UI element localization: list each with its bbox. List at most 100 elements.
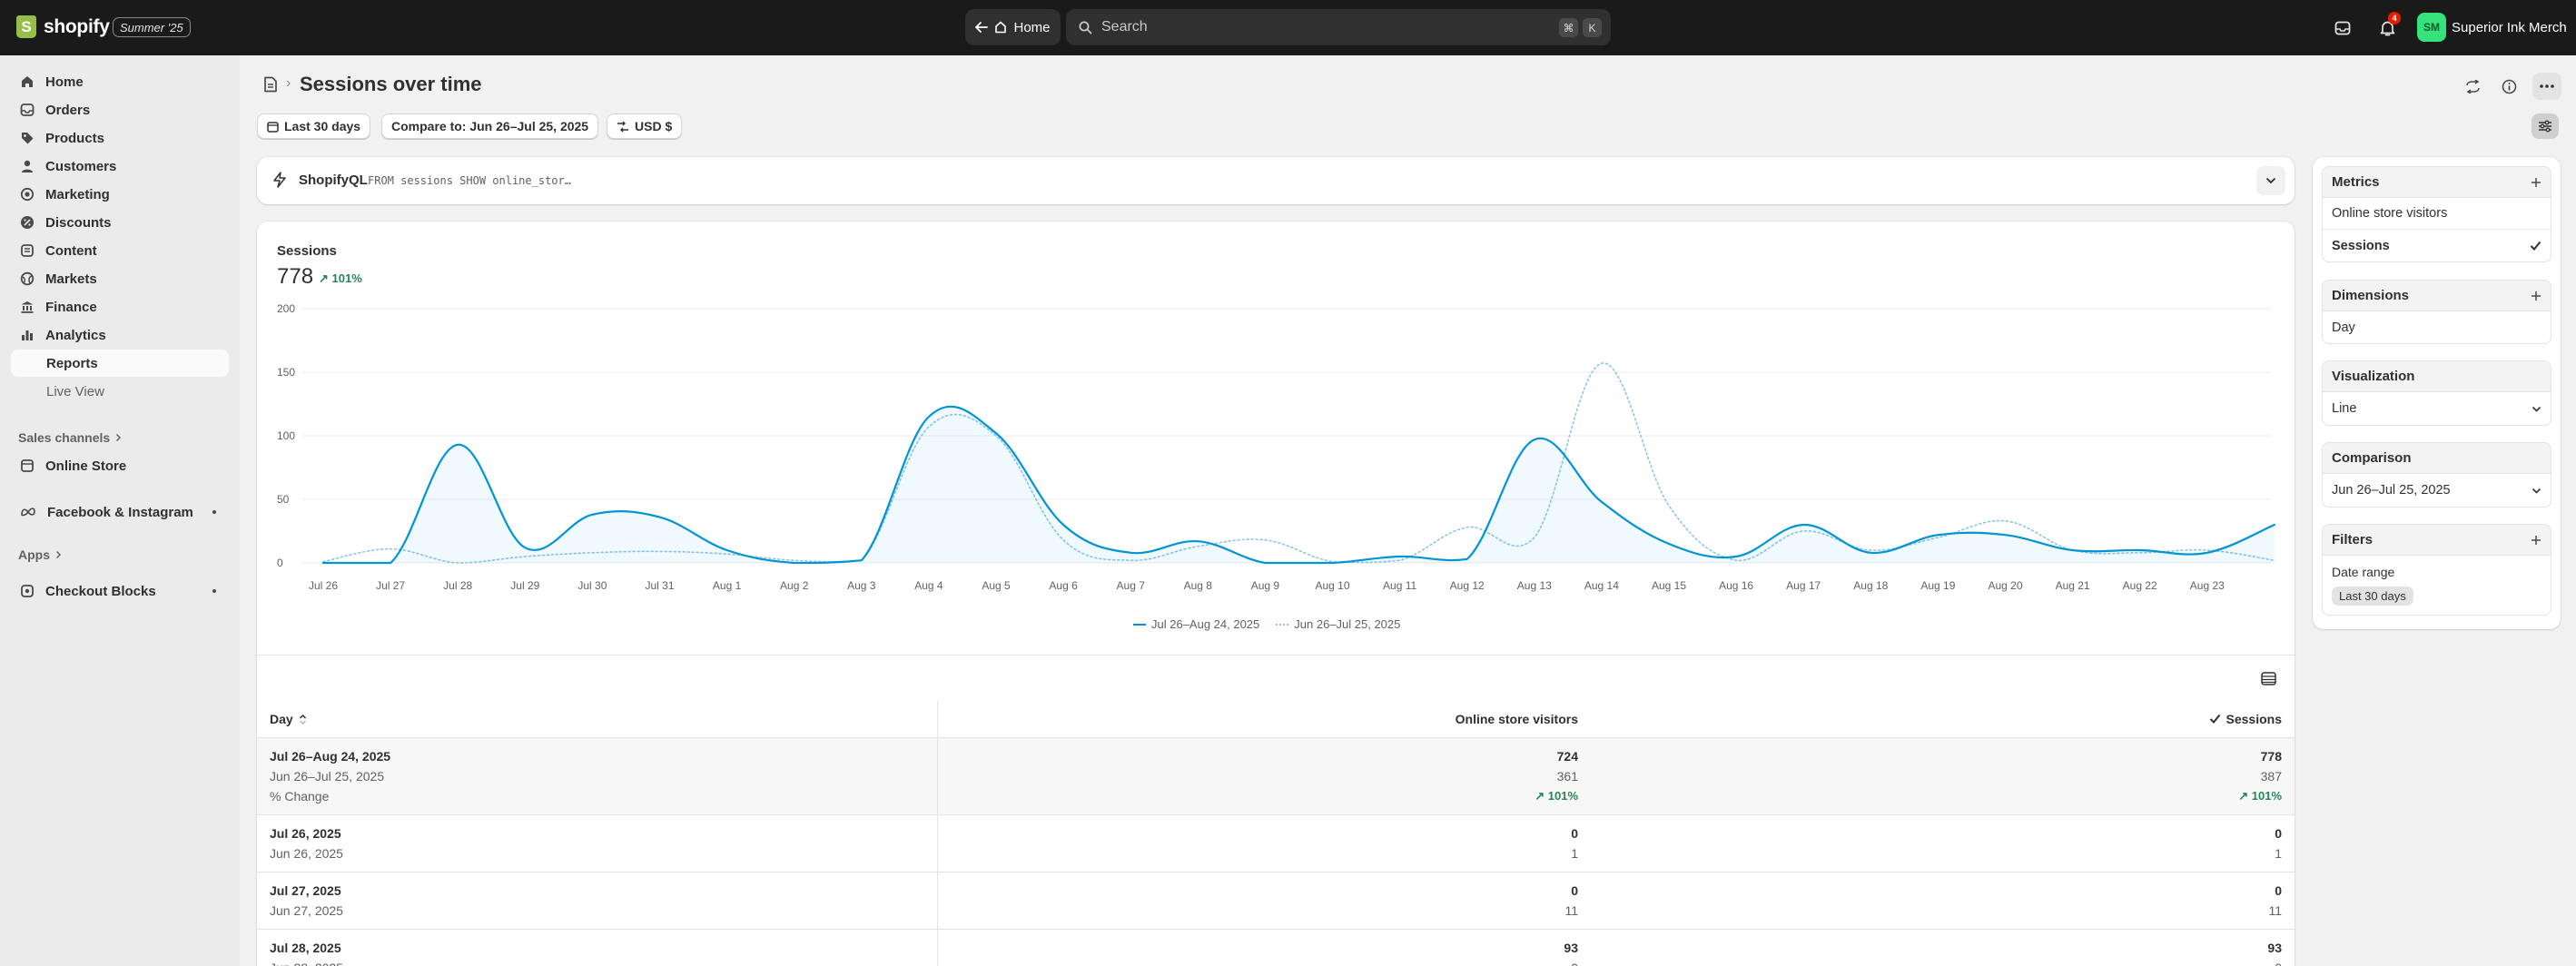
- sidebar-item-orders[interactable]: Orders: [11, 97, 229, 123]
- sidebar-item-facebook-instagram[interactable]: Facebook & Instagram: [11, 499, 229, 525]
- date-range-filter-chip[interactable]: Last 30 days: [2332, 586, 2413, 606]
- sales-channels-heading[interactable]: Sales channels: [18, 430, 122, 445]
- home-button[interactable]: Home: [965, 9, 1061, 45]
- prev-day-cell: Jun 27, 2025: [270, 902, 343, 918]
- expand-query-button[interactable]: [2256, 166, 2285, 195]
- x-tick-label: Aug 8: [1184, 579, 1213, 592]
- add-filter-icon[interactable]: [2531, 535, 2541, 546]
- column-header-day-label: Day: [270, 711, 293, 726]
- table-row[interactable]: Jul 27, 2025 Jun 27, 2025 0 11 0 11: [257, 872, 2295, 930]
- sidebar-item-home[interactable]: Home: [11, 69, 229, 94]
- x-tick-label: Aug 1: [713, 579, 742, 592]
- x-tick-label: Jul 28: [443, 579, 472, 592]
- visualization-select[interactable]: Line: [2323, 392, 2551, 425]
- data-point: [2205, 550, 2210, 556]
- store-name[interactable]: Superior Ink Merch: [2452, 20, 2567, 35]
- sidebar-item-label: Customers: [45, 158, 117, 174]
- sales-channels-label: Sales channels: [18, 430, 111, 445]
- prev-visitors-cell: 1: [1571, 845, 1578, 861]
- sidebar: Home Orders Products Customers Marketing…: [0, 55, 240, 966]
- chart-legend: Jul 26–Aug 24, 2025 Jun 26–Jul 25, 2025: [1133, 617, 1400, 631]
- sidebar-item-online-store[interactable]: Online Store: [11, 453, 229, 478]
- bank-icon: [21, 301, 34, 313]
- apps-heading[interactable]: Apps: [18, 547, 62, 562]
- dimension-item-label: Day: [2332, 320, 2355, 335]
- sidebar-item-live-view[interactable]: Live View: [46, 383, 104, 399]
- date-range-button[interactable]: Last 30 days: [257, 113, 371, 139]
- refresh-button[interactable]: [2458, 73, 2487, 100]
- data-point: [2137, 547, 2143, 553]
- sidebar-item-markets[interactable]: Markets: [11, 266, 229, 291]
- search-shortcut: ⌘ K: [1559, 18, 1602, 37]
- more-actions-button[interactable]: [2532, 73, 2561, 100]
- sidebar-item-finance[interactable]: Finance: [11, 294, 229, 320]
- shopify-logo[interactable]: S shopify: [16, 15, 110, 38]
- report-card: Sessions 778 ↗ 101% 0 50 100 150 200 Jul 26 Ju…: [257, 222, 2295, 966]
- sessions-line-chart[interactable]: 0 50 100 150 200 Jul 26 Jul 27 Jul 28 Jul 29 Jul …: [257, 222, 2295, 612]
- column-header-visitors[interactable]: Online store visitors: [937, 701, 1591, 738]
- add-dimension-icon[interactable]: [2531, 291, 2541, 301]
- column-header-day[interactable]: Day: [257, 701, 938, 738]
- compare-button[interactable]: Compare to: Jun 26–Jul 25, 2025: [381, 113, 599, 139]
- y-tick-label: 150: [277, 366, 295, 379]
- sidebar-item-label: Orders: [45, 102, 91, 118]
- currency-button[interactable]: USD $: [607, 113, 683, 139]
- data-point: [455, 442, 460, 448]
- legend-item-comparison[interactable]: Jun 26–Jul 25, 2025: [1276, 617, 1400, 631]
- sidebar-item-content[interactable]: Content: [11, 238, 229, 263]
- prev-day-cell: Jun 26, 2025: [270, 845, 343, 861]
- notifications-button[interactable]: 4: [2374, 12, 2401, 42]
- editor-settings-button[interactable]: [2532, 113, 2559, 139]
- filters-header: Filters: [2323, 525, 2551, 556]
- sidebar-item-label: Discounts: [45, 214, 112, 231]
- visitors-cell: 0: [1571, 825, 1578, 841]
- data-point: [1128, 550, 1133, 556]
- table-icon: [2260, 671, 2276, 685]
- shopifyql-editor[interactable]: ShopifyQL FROM sessions SHOW online_stor…: [257, 157, 2295, 204]
- day-cell: Jul 26, 2025: [270, 825, 341, 841]
- sidebar-item-checkout-blocks[interactable]: Checkout Blocks: [11, 578, 229, 604]
- sidebar-item-reports[interactable]: Reports: [11, 350, 229, 377]
- x-tick-label: Jul 30: [577, 579, 607, 592]
- x-tick-label: Aug 6: [1049, 579, 1078, 592]
- unpinned-dot: [212, 589, 216, 593]
- y-tick-label: 0: [277, 557, 283, 569]
- x-tick-label: Aug 16: [1719, 579, 1753, 592]
- legend-item-current[interactable]: Jul 26–Aug 24, 2025: [1133, 617, 1259, 631]
- store-avatar[interactable]: SM: [2417, 13, 2446, 42]
- y-tick-label: 200: [277, 302, 295, 315]
- search-input[interactable]: Search ⌘ K: [1066, 9, 1611, 45]
- table-row[interactable]: Jul 26, 2025 Jun 26, 2025 0 1 0 1: [257, 814, 2295, 872]
- edition-badge[interactable]: Summer '25: [113, 17, 191, 37]
- sidebar-item-analytics[interactable]: Analytics: [11, 322, 229, 348]
- metric-item-sessions[interactable]: Sessions: [2323, 230, 2551, 261]
- sidebar-item-marketing[interactable]: Marketing: [11, 182, 229, 207]
- add-metric-icon[interactable]: [2531, 177, 2541, 188]
- sidebar-item-customers[interactable]: Customers: [11, 153, 229, 179]
- inbox-button[interactable]: [2329, 15, 2356, 42]
- house-icon: [995, 21, 1007, 34]
- sidebar-item-label: Products: [45, 130, 105, 146]
- report-icon[interactable]: [263, 76, 278, 93]
- sidebar-item-products[interactable]: Products: [11, 125, 229, 151]
- comparison-select[interactable]: Jun 26–Jul 25, 2025: [2323, 474, 2551, 507]
- comparison-value: Jun 26–Jul 25, 2025: [2332, 483, 2451, 498]
- column-header-sessions[interactable]: Sessions: [1591, 701, 2295, 738]
- visualization-section: Visualization Line: [2322, 360, 2551, 426]
- sidebar-item-discounts[interactable]: Discounts: [11, 210, 229, 235]
- data-point: [1935, 532, 1940, 537]
- sessions-cell: 93: [2267, 940, 2282, 955]
- back-arrow-icon: [975, 22, 989, 33]
- filters-title: Filters: [2332, 532, 2374, 547]
- visitors-change-value: 101%: [1547, 788, 1578, 803]
- toggle-table-button[interactable]: [2255, 665, 2281, 691]
- metric-item-visitors[interactable]: Online store visitors: [2323, 198, 2551, 230]
- table-row[interactable]: Jul 28, 2025 Jun 28, 2025 93 0 93 0: [257, 929, 2295, 966]
- dimension-item-day[interactable]: Day: [2323, 311, 2551, 343]
- series-area-current: [323, 406, 2275, 563]
- filter-label: Date range: [2332, 565, 2395, 579]
- data-point: [725, 547, 730, 553]
- summary-sessions-cell: 778 387 ↗ 101%: [1591, 737, 2295, 815]
- info-button[interactable]: [2494, 73, 2523, 100]
- checkmark-icon: [2530, 241, 2541, 251]
